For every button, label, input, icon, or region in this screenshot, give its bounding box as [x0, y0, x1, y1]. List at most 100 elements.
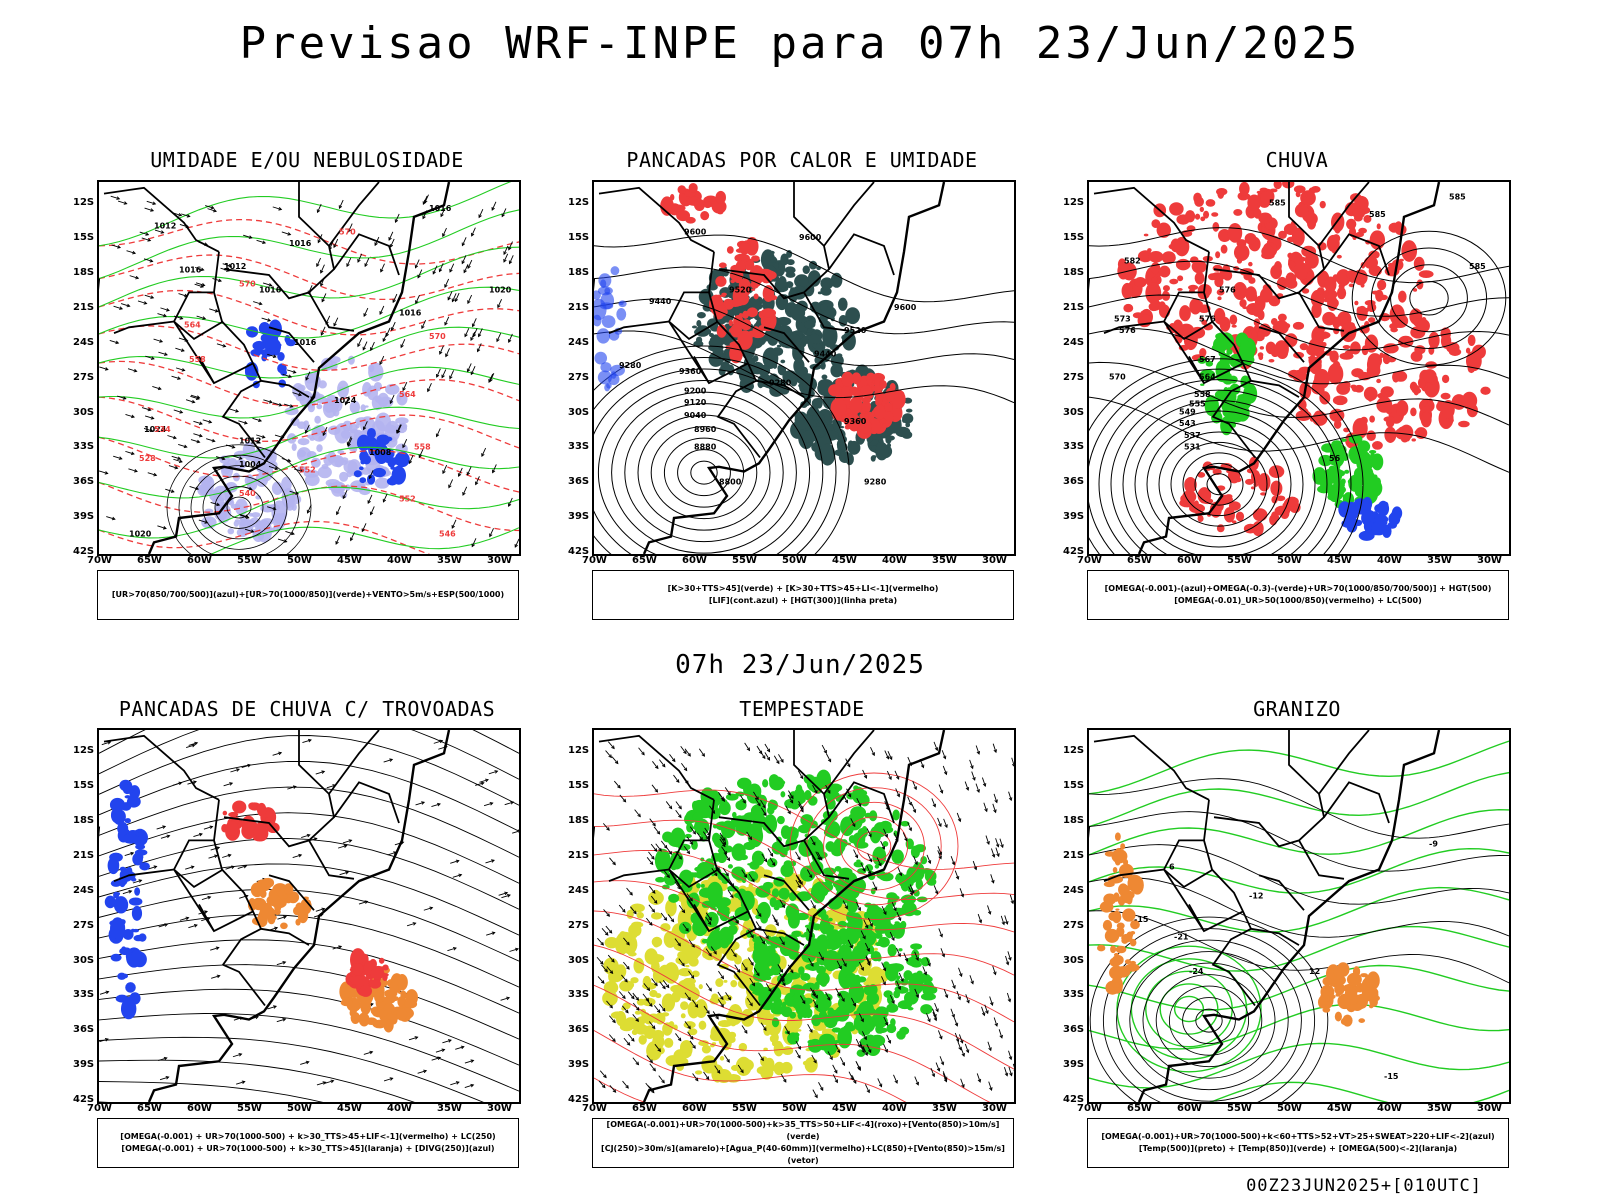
rain-area: [1234, 477, 1242, 483]
streamline-arrow: [488, 770, 498, 775]
strong-wind-vector: [781, 904, 785, 909]
low-level-jet-area: [796, 891, 812, 902]
contour-label: 570: [239, 280, 256, 289]
strong-wind-vector: [1005, 955, 1009, 965]
strong-wind-vector: [687, 1025, 691, 1030]
strong-wind-vector: [939, 1056, 944, 1065]
wind-vector: [464, 328, 470, 337]
rain-area: [1465, 347, 1471, 354]
upper-humidity-area: [316, 404, 323, 410]
rain-area: [1341, 397, 1347, 403]
rain-area: [1217, 188, 1225, 199]
strong-wind-vector: [1008, 791, 1012, 801]
wind-vector: [287, 232, 292, 236]
wind-vector: [442, 233, 446, 238]
strong-wind-vector: [895, 788, 900, 797]
strong-wind-vector: [757, 802, 761, 807]
strong-instability-area: [746, 307, 758, 318]
low-level-jet-area: [793, 1032, 800, 1038]
streamline-arrow: [156, 825, 166, 830]
humidity-core: [280, 369, 287, 376]
lat-tick-label: 42S: [568, 546, 590, 557]
rain-area: [1363, 386, 1378, 401]
humidity-core: [366, 427, 376, 439]
legend-box-p1: [UR>70(850/700/500)](azul)+[UR>70(1000/8…: [97, 570, 519, 620]
strong-wind-vector: [720, 975, 724, 980]
strong-wind-vector: [764, 743, 770, 752]
jet-stream-area: [654, 1012, 666, 1025]
strong-wind-vector: [772, 914, 778, 923]
wind-vector: [321, 298, 325, 303]
strong-instability-area: [762, 320, 771, 325]
streamline-arrow: [190, 865, 195, 870]
wind-vector: [145, 355, 155, 360]
contour-label: 8880: [694, 442, 717, 451]
streamline-arrow: [455, 859, 460, 864]
strong-wind-vector: [860, 930, 866, 939]
strong-wind-vector: [933, 1017, 938, 1022]
streamline-arrow: [322, 1081, 327, 1085]
wind-vector: [150, 416, 155, 420]
wind-vector: [391, 321, 396, 331]
rain-area: [1308, 356, 1313, 359]
strong-wind-vector: [926, 957, 931, 967]
thunderstorm-area: [351, 963, 364, 976]
wind-vector: [467, 300, 471, 305]
rain-area: [1211, 212, 1219, 217]
thunderstorm-area: [349, 967, 356, 972]
wind-vector: [488, 373, 494, 383]
strong-wind-vector: [717, 999, 724, 1008]
strong-instability-area: [868, 393, 874, 399]
wind-vector: [109, 339, 119, 344]
humidity-core: [384, 436, 393, 442]
lat-tick-label: 33S: [73, 441, 95, 453]
jet-stream-area: [648, 953, 665, 963]
low-level-jet-area: [807, 1039, 815, 1045]
convection-area: [383, 995, 396, 1004]
geopotential-contour: [594, 357, 837, 554]
strong-instability-area: [858, 419, 872, 434]
strong-wind-vector: [733, 953, 737, 958]
rain-area: [1366, 354, 1381, 375]
political-border: [1203, 799, 1256, 1007]
wind-vector: [349, 537, 354, 542]
strong-wind-vector: [629, 891, 633, 896]
rain-area: [1276, 279, 1285, 288]
political-border: [763, 326, 810, 363]
strong-wind-vector: [984, 808, 988, 813]
contour-label: 1004: [239, 460, 262, 469]
omega-area: [1103, 881, 1115, 888]
strong-wind-vector: [857, 1067, 861, 1072]
panel-title-p1: UMIDADE E/OU NEBULOSIDADE: [150, 148, 464, 172]
strong-wind-vector: [779, 936, 785, 945]
strong-wind-vector: [961, 1053, 965, 1057]
strong-wind-vector: [631, 995, 635, 1000]
legend-text: [OMEGA(-0.001)+UR>70(1000-500)+k<60+TTS>…: [1101, 1132, 1495, 1141]
lat-tick-label: 42S: [1063, 1094, 1085, 1105]
low-level-jet-area: [857, 976, 867, 983]
strong-wind-vector: [913, 786, 917, 791]
wind-vector: [153, 338, 163, 343]
rain-area: [1239, 299, 1247, 308]
wind-vector: [110, 195, 120, 200]
low-level-jet-area: [816, 972, 830, 986]
strong-wind-vector: [855, 902, 861, 911]
streamline-arrow: [128, 889, 133, 894]
lon-tick-label: 35W: [437, 1103, 462, 1114]
wind-vector: [116, 196, 121, 200]
strong-wind-vector: [847, 763, 851, 768]
low-level-jet-area: [814, 981, 820, 991]
streamline-arrow: [339, 871, 349, 876]
rain-area: [1258, 212, 1273, 224]
height-500-contour: [1089, 358, 1364, 554]
humidity-core: [359, 466, 364, 471]
streamline-arrow: [287, 786, 297, 790]
low-level-jet-area: [768, 774, 780, 787]
political-border: [598, 186, 715, 253]
wind-vector: [503, 251, 507, 256]
wind-vector: [175, 347, 185, 352]
low-level-jet-area: [711, 929, 719, 940]
moderate-rain-area: [1351, 448, 1356, 454]
strong-wind-vector: [927, 1018, 931, 1023]
contour-label: 582: [1124, 256, 1141, 265]
